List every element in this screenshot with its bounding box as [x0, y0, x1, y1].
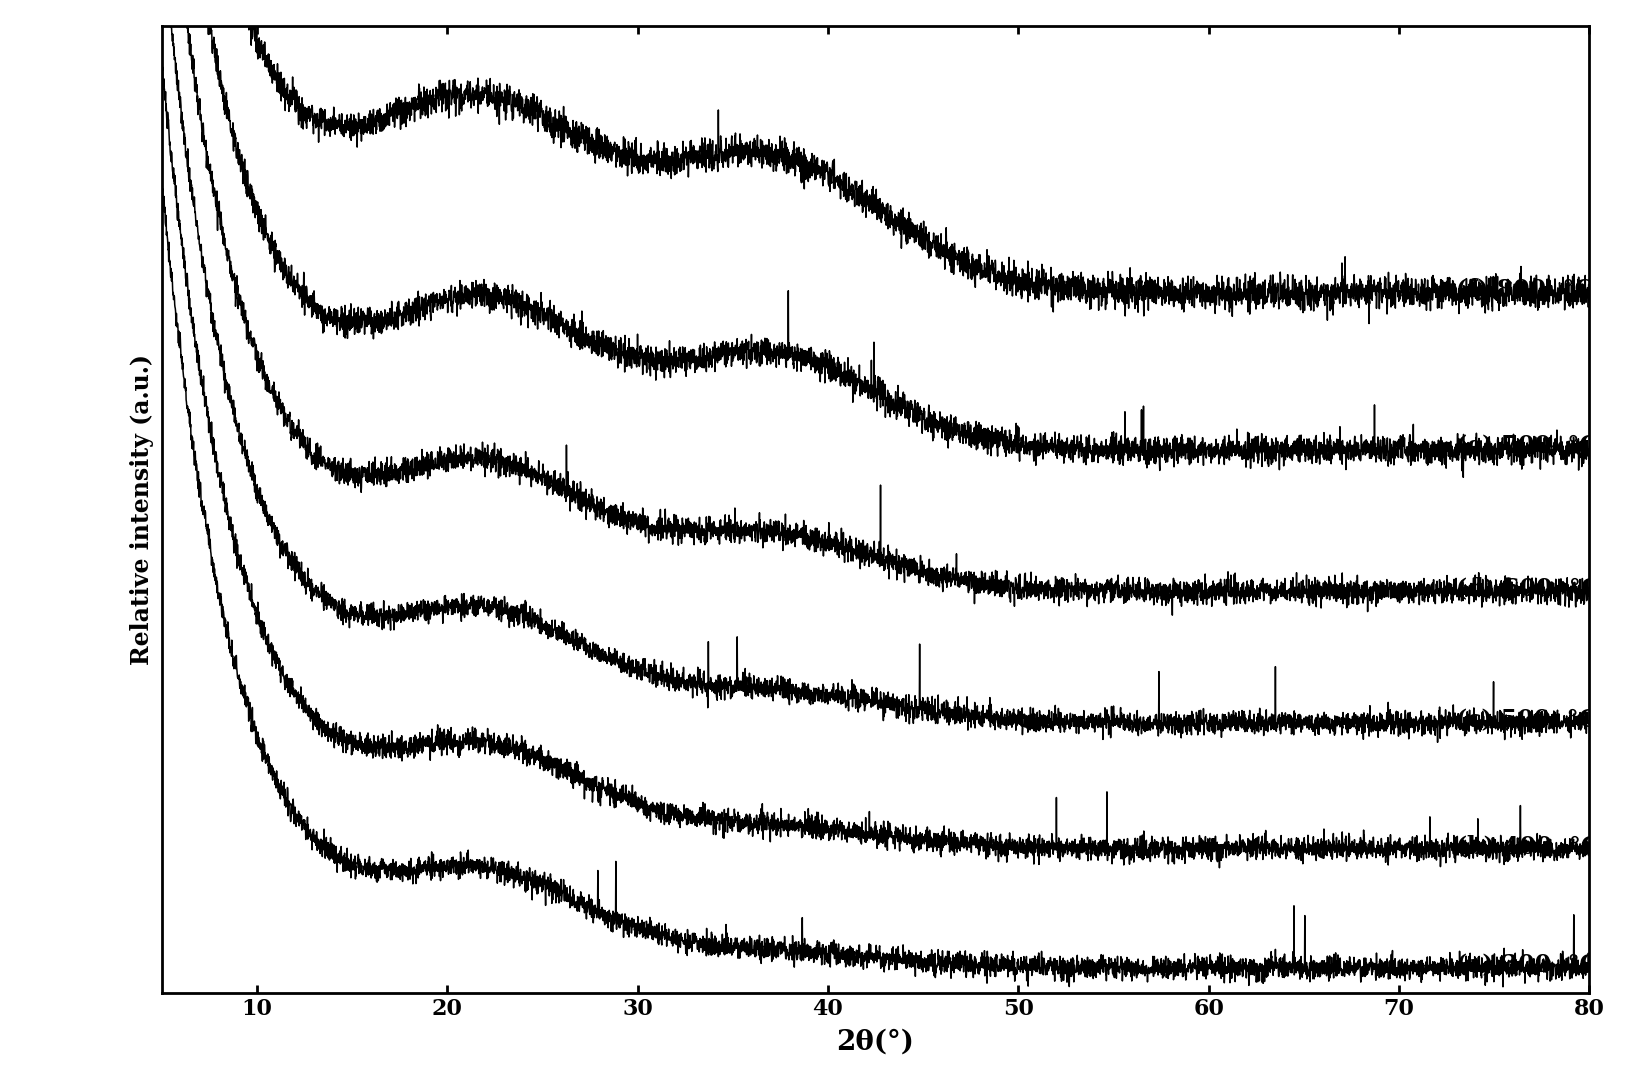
Text: (a) 300  °C: (a) 300 °C: [1456, 953, 1598, 977]
Text: (c) 500  °C: (c) 500 °C: [1456, 708, 1597, 732]
Y-axis label: Relative intensity (a.u.): Relative intensity (a.u.): [129, 354, 154, 665]
X-axis label: 2θ(°): 2θ(°): [836, 1029, 915, 1055]
Text: (b) 400  °C: (b) 400 °C: [1456, 833, 1600, 857]
Text: (f) 800  °C: (f) 800 °C: [1456, 277, 1593, 301]
Text: (d) 600  °C: (d) 600 °C: [1456, 575, 1600, 600]
Text: (e) 700  °C: (e) 700 °C: [1456, 435, 1598, 459]
